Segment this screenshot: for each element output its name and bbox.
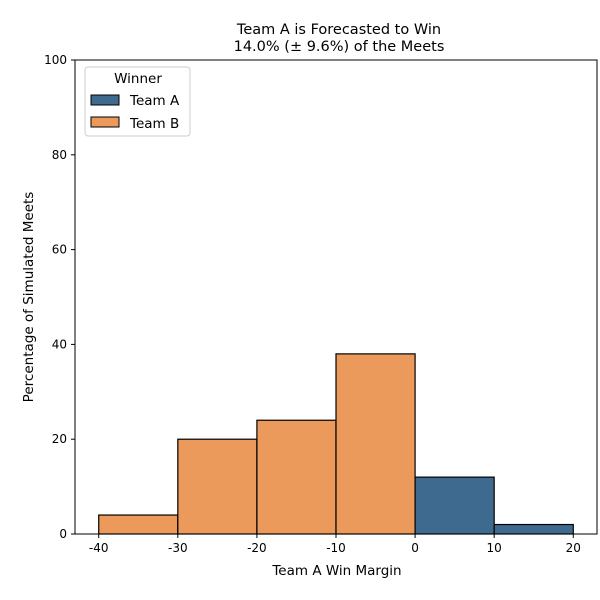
x-axis-label: Team A Win Margin — [271, 563, 401, 579]
y-axis-label: Percentage of Simulated Meets — [21, 192, 37, 403]
chart-title-line2: 14.0% (± 9.6%) of the Meets — [234, 39, 445, 55]
y-tick-label: 80 — [52, 148, 67, 162]
x-tick-label: -20 — [247, 541, 267, 555]
y-tick-label: 0 — [59, 527, 67, 541]
legend-title: Winner — [114, 71, 162, 87]
y-tick-label: 40 — [52, 337, 67, 351]
x-tick-label: 0 — [411, 541, 419, 555]
x-tick-label: -10 — [326, 541, 346, 555]
y-tick-label: 20 — [52, 432, 67, 446]
x-tick-label: -30 — [168, 541, 188, 555]
bar-team-b-3 — [335, 353, 416, 535]
legend-swatch-team-a — [90, 94, 120, 106]
x-tick-label: 20 — [566, 541, 581, 555]
x-tick-label: 10 — [487, 541, 502, 555]
plot-area: -40 -30 -20 -10 0 10 20 0 20 40 60 80 100 — [44, 53, 598, 555]
bar-team-b-0 — [98, 514, 179, 535]
bar-team-a-4 — [414, 476, 495, 535]
legend-swatch-team-b — [90, 116, 120, 128]
bar-team-b-2 — [256, 419, 337, 535]
bar-team-a-5 — [493, 523, 574, 535]
legend-label-team-a: Team A — [129, 93, 180, 109]
x-tick-label: -40 — [89, 541, 109, 555]
y-tick-label: 100 — [44, 53, 67, 67]
y-tick-label: 60 — [52, 243, 67, 257]
chart-title-line1: Team A is Forecasted to Win — [236, 22, 441, 38]
legend-label-team-b: Team B — [129, 116, 179, 132]
legend: Winner Team A Team B — [84, 66, 191, 137]
bar-team-b-1 — [177, 438, 258, 535]
